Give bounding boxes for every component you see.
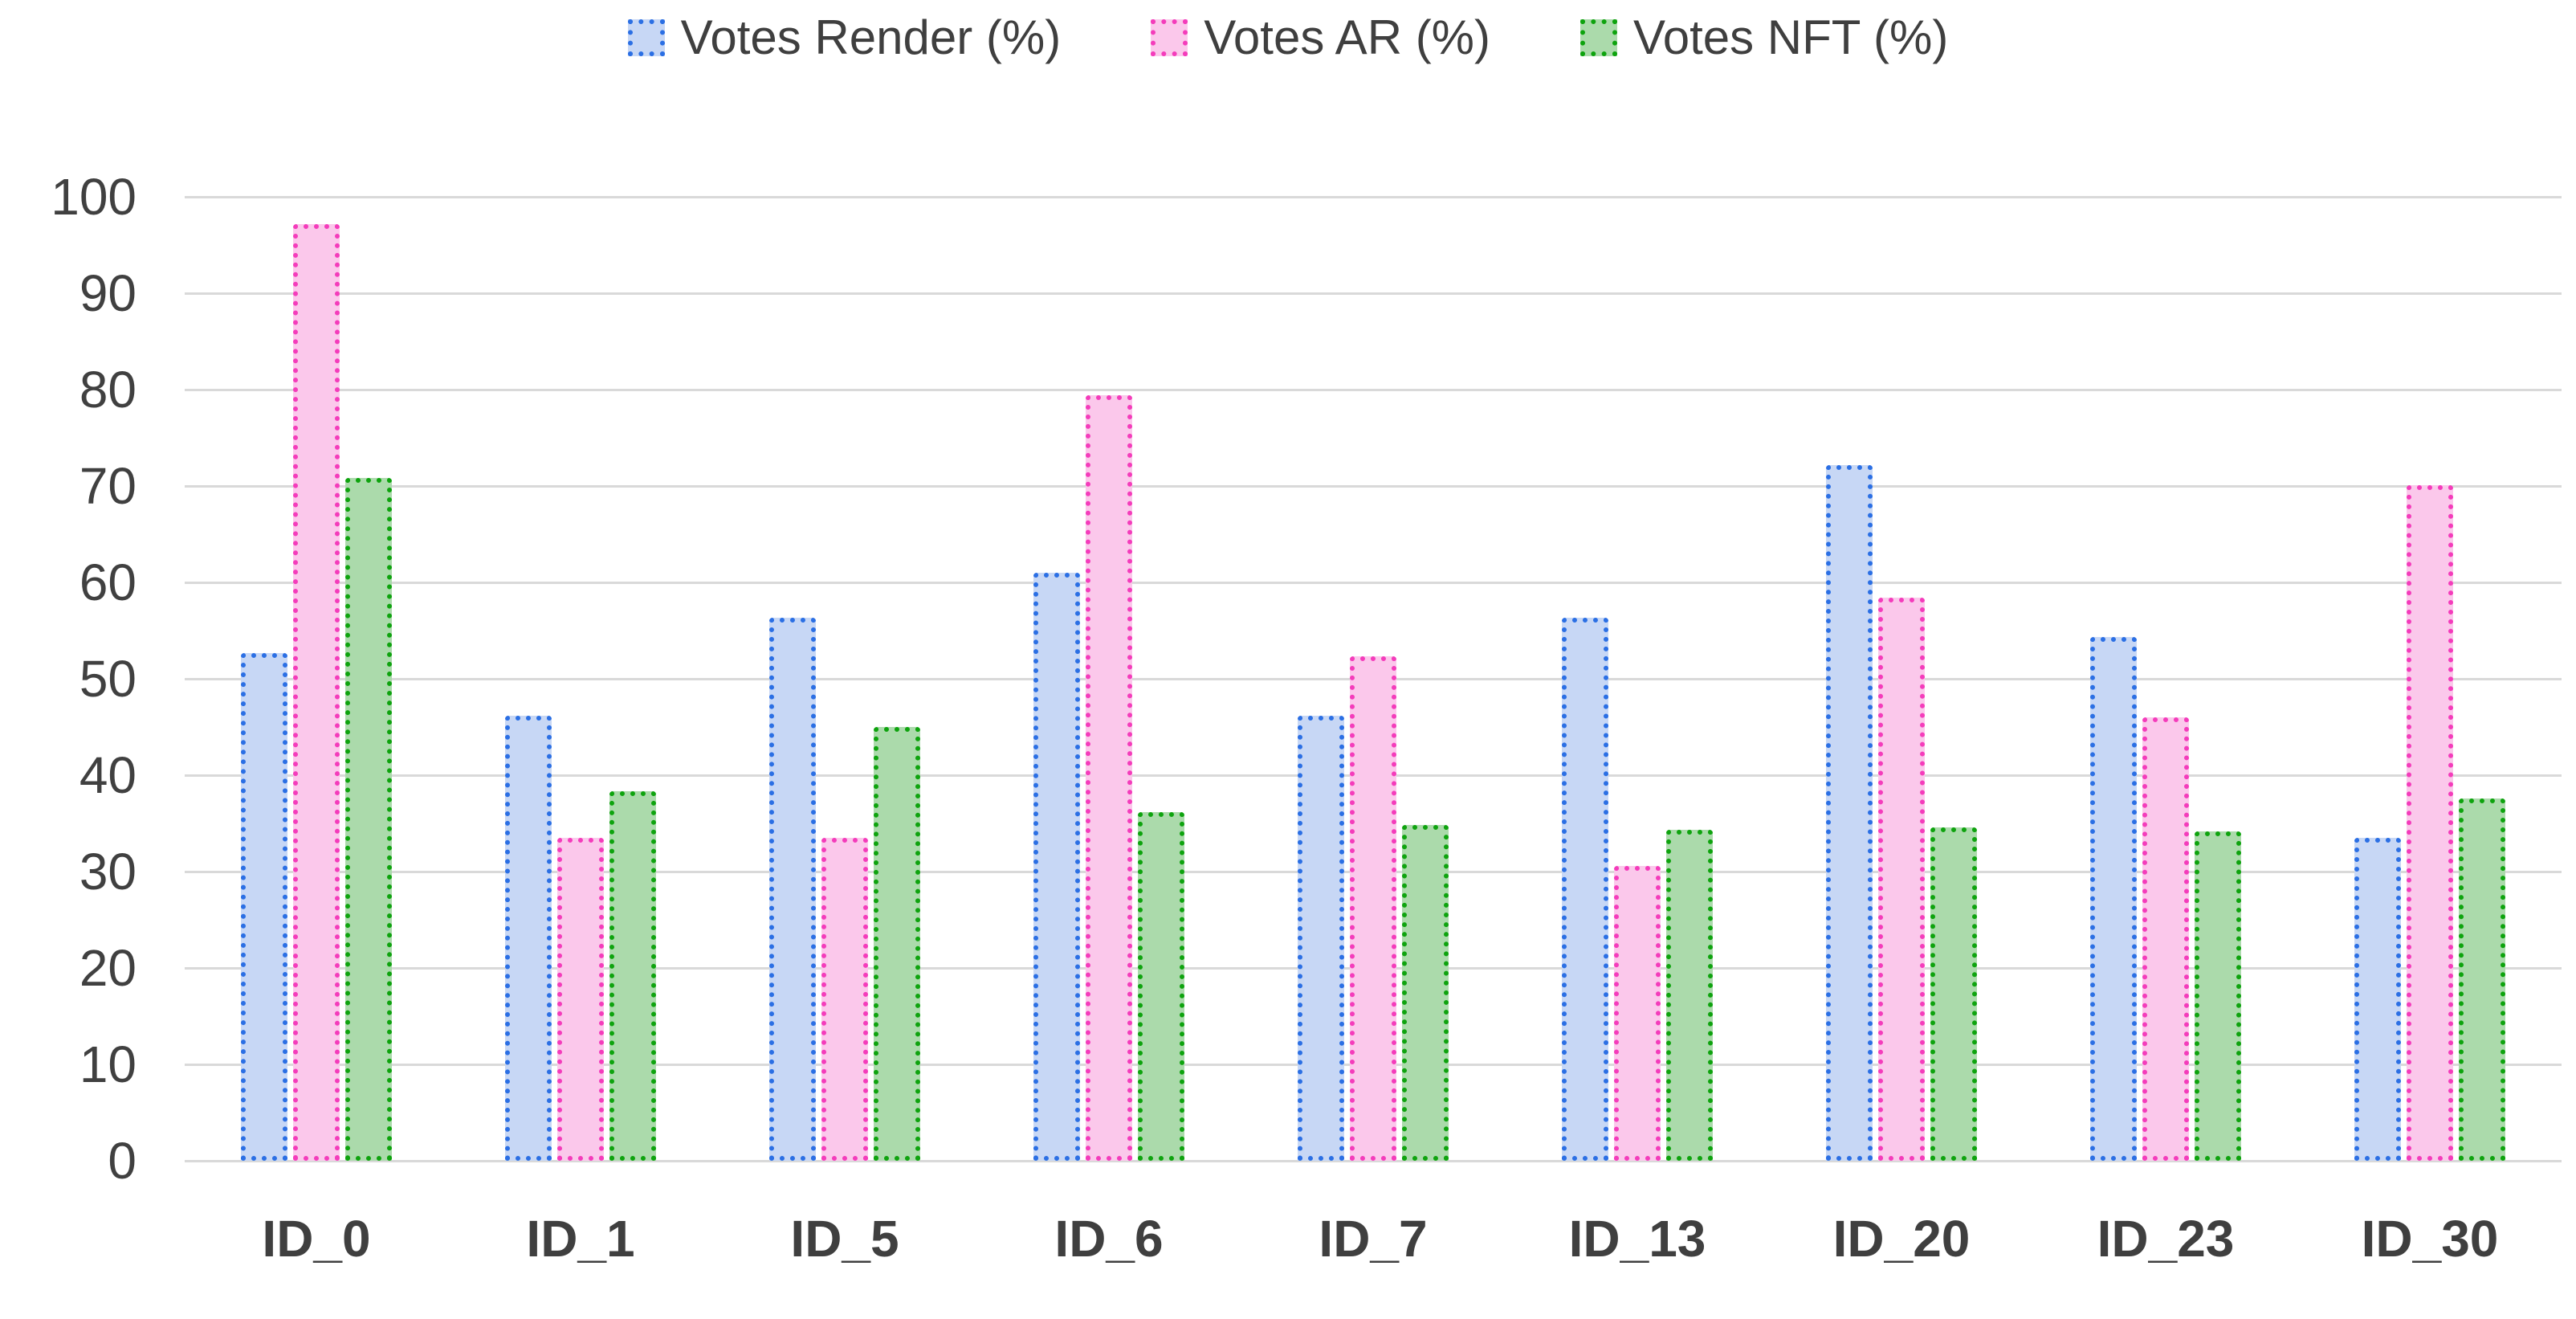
legend-item-votes-ar: Votes AR (%) bbox=[1151, 10, 1490, 65]
x-axis-category-label-id-20: ID_20 bbox=[1832, 1210, 1971, 1268]
y-axis-tick-label-60: 60 bbox=[79, 553, 137, 611]
y-axis-tick-label-50: 50 bbox=[79, 650, 137, 708]
votes-render-swatch-icon bbox=[627, 18, 665, 56]
bar-votes-ar-id-23 bbox=[2142, 717, 2189, 1161]
y-axis-tick-label-0: 0 bbox=[108, 1132, 137, 1190]
bar-votes-render-id-7 bbox=[1298, 716, 1344, 1161]
x-axis-category-label-id-5: ID_5 bbox=[790, 1210, 899, 1268]
bar-votes-ar-id-30 bbox=[2407, 485, 2453, 1161]
chart-legend: Votes Render (%) Votes AR (%) Votes NFT … bbox=[0, 10, 2576, 65]
gridline-y-70 bbox=[185, 484, 2562, 488]
y-axis-tick-label-70: 70 bbox=[79, 457, 137, 515]
gridline-y-90 bbox=[185, 292, 2562, 295]
y-axis-tick-label-10: 10 bbox=[79, 1035, 137, 1093]
x-axis-category-label-id-30: ID_30 bbox=[2361, 1210, 2499, 1268]
y-axis-tick-label-20: 20 bbox=[79, 939, 137, 997]
bar-votes-ar-id-6 bbox=[1086, 395, 1132, 1161]
gridline-y-100 bbox=[185, 195, 2562, 198]
bar-votes-nft-id-23 bbox=[2195, 831, 2241, 1161]
bar-votes-ar-id-1 bbox=[557, 838, 604, 1161]
bar-votes-nft-id-6 bbox=[1138, 812, 1184, 1161]
bar-votes-nft-id-1 bbox=[609, 791, 656, 1161]
bar-votes-render-id-30 bbox=[2354, 838, 2401, 1161]
bar-votes-render-id-6 bbox=[1033, 573, 1080, 1161]
votes-nft-swatch-icon bbox=[1580, 18, 1618, 56]
x-axis-category-label-id-0: ID_0 bbox=[262, 1210, 371, 1268]
bar-votes-nft-id-0 bbox=[345, 478, 392, 1161]
x-axis-category-label-id-1: ID_1 bbox=[526, 1210, 635, 1268]
bar-votes-render-id-13 bbox=[1562, 618, 1608, 1161]
legend-item-votes-render: Votes Render (%) bbox=[627, 10, 1062, 65]
bar-votes-render-id-0 bbox=[241, 653, 287, 1161]
y-axis-tick-label-100: 100 bbox=[51, 168, 137, 226]
bar-votes-ar-id-0 bbox=[293, 224, 340, 1161]
bar-votes-nft-id-7 bbox=[1402, 825, 1449, 1161]
bar-votes-ar-id-5 bbox=[821, 838, 868, 1161]
bar-votes-render-id-1 bbox=[505, 716, 552, 1161]
gridline-y-0 bbox=[185, 1159, 2562, 1162]
y-axis-tick-label-40: 40 bbox=[79, 746, 137, 804]
legend-label-votes-render: Votes Render (%) bbox=[680, 10, 1062, 64]
x-axis-category-label-id-6: ID_6 bbox=[1054, 1210, 1164, 1268]
bar-votes-ar-id-13 bbox=[1614, 866, 1661, 1161]
bar-votes-nft-id-5 bbox=[874, 727, 920, 1161]
bar-votes-nft-id-13 bbox=[1666, 830, 1713, 1161]
bar-votes-render-id-20 bbox=[1826, 465, 1873, 1161]
legend-label-votes-nft: Votes NFT (%) bbox=[1633, 10, 1949, 64]
bar-votes-ar-id-7 bbox=[1350, 656, 1396, 1161]
y-axis-tick-label-90: 90 bbox=[79, 264, 137, 322]
y-axis-tick-label-30: 30 bbox=[79, 843, 137, 900]
gridline-y-80 bbox=[185, 388, 2562, 391]
votes-ar-swatch-icon bbox=[1151, 18, 1188, 56]
x-axis-category-label-id-13: ID_13 bbox=[1568, 1210, 1706, 1268]
x-axis-category-label-id-7: ID_7 bbox=[1319, 1210, 1428, 1268]
bar-votes-render-id-5 bbox=[769, 618, 816, 1161]
gridline-y-60 bbox=[185, 581, 2562, 584]
bar-votes-ar-id-20 bbox=[1878, 598, 1925, 1161]
bar-votes-render-id-23 bbox=[2090, 637, 2137, 1161]
bar-votes-nft-id-30 bbox=[2459, 798, 2505, 1161]
bar-votes-nft-id-20 bbox=[1930, 827, 1977, 1161]
legend-item-votes-nft: Votes NFT (%) bbox=[1580, 10, 1948, 65]
x-axis-category-label-id-23: ID_23 bbox=[2097, 1210, 2235, 1268]
legend-label-votes-ar: Votes AR (%) bbox=[1204, 10, 1491, 64]
y-axis-tick-label-80: 80 bbox=[79, 361, 137, 419]
